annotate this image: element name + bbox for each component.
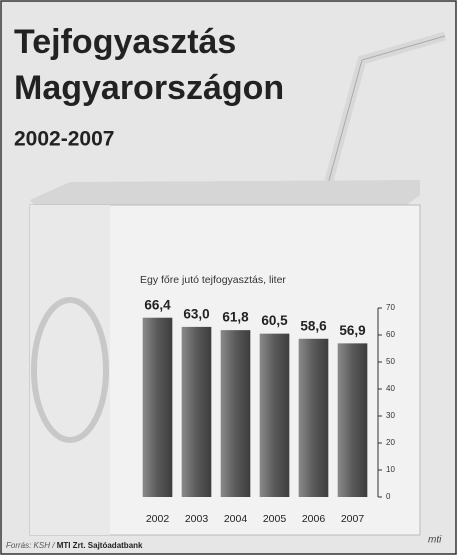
y-tick-label: 60 [386,330,395,339]
chart: TejfogyasztásMagyarországon 2002-2007 Eg… [0,0,457,555]
value-label: 61,8 [222,310,249,325]
logo: mti [428,535,442,546]
y-tick-label: 70 [386,303,395,312]
y-axis-label: Egy főre jutó tejfogyasztás, liter [140,274,286,286]
value-label: 66,4 [144,297,171,312]
bar [221,330,251,497]
chart-subtitle: 2002-2007 [14,128,114,151]
value-label: 63,0 [183,306,209,321]
y-tick-label: 50 [386,357,395,366]
value-label: 60,5 [261,313,288,328]
value-label: 56,9 [339,323,365,338]
bar [260,334,290,497]
x-tick-label: 2005 [263,513,287,525]
x-tick-label: 2006 [302,513,326,525]
y-tick-label: 0 [386,492,391,501]
x-tick-label: 2004 [224,513,248,525]
y-tick-label: 10 [386,465,395,474]
y-tick-label: 30 [386,411,395,420]
bar [143,318,173,497]
value-label: 58,6 [300,318,327,333]
y-tick-label: 40 [386,384,395,393]
source-prefix: Forrás: KSH / [6,541,55,550]
x-tick-label: 2003 [185,513,209,525]
source: Forrás: KSH / MTI Zrt. Sajtóadatbank [6,541,143,550]
bar [338,343,368,497]
carton-side [30,205,110,535]
x-tick-label: 2002 [146,513,170,525]
bar [299,339,329,497]
bar [182,327,212,497]
source-agency: MTI Zrt. Sajtóadatbank [57,541,143,550]
y-tick-label: 20 [386,438,395,447]
x-tick-label: 2007 [341,513,365,525]
